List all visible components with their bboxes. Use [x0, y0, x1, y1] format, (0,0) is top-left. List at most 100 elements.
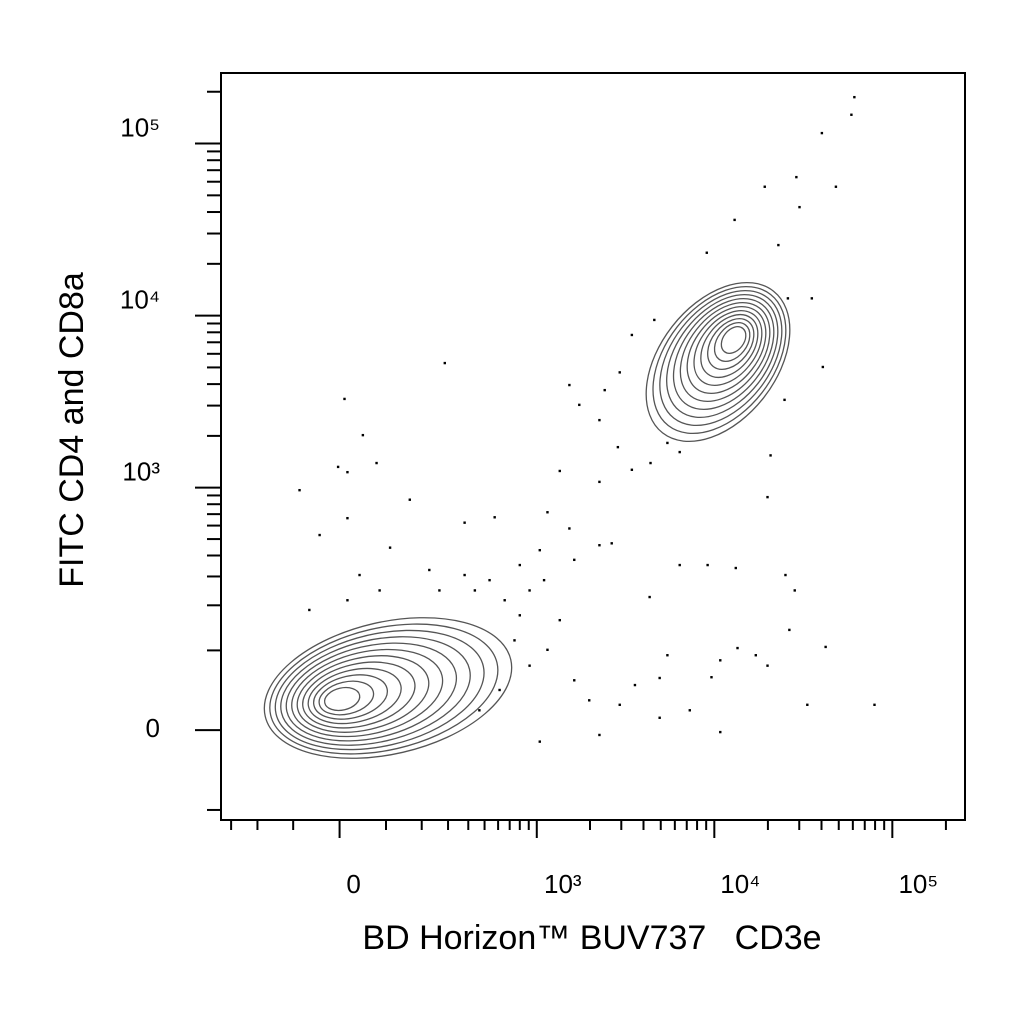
event-dot [336, 465, 340, 469]
contour [318, 680, 375, 716]
event-dot [798, 205, 801, 209]
y-tick-label: 0 [146, 713, 160, 743]
event-dot [378, 589, 381, 592]
event-dot [666, 654, 669, 657]
event-dot [503, 599, 506, 602]
event-dot [358, 573, 361, 577]
event-dot [777, 243, 780, 247]
event-dot [598, 418, 601, 422]
contour [280, 636, 471, 746]
contour [274, 629, 485, 751]
event-dot [546, 511, 549, 514]
event-dot [706, 563, 709, 567]
event-dot [658, 716, 661, 719]
event-dot [783, 398, 786, 402]
event-dot [518, 614, 521, 617]
x-tick-label: 10³ [544, 869, 582, 899]
plot-frame [220, 72, 966, 821]
event-dot [630, 468, 634, 471]
event-dot [308, 608, 311, 612]
contour [679, 301, 771, 403]
x-tick-label: 10⁵ [898, 869, 938, 899]
event-dot [343, 397, 346, 401]
y-tick-label: 10⁴ [120, 285, 160, 315]
event-dot [463, 573, 466, 577]
event-dot [438, 589, 441, 592]
y-axis-title: FITC CD4 and CD8a [53, 272, 91, 588]
event-dot [678, 563, 681, 567]
event-dot [428, 568, 431, 572]
event-dot [568, 383, 571, 387]
event-dot [493, 516, 496, 519]
event-dot [588, 699, 591, 702]
event-dot [346, 516, 349, 520]
event-dot [824, 645, 827, 649]
event-dot [573, 558, 576, 562]
contour [323, 686, 361, 712]
event-dot [769, 454, 772, 457]
contour [693, 310, 763, 386]
x-axis-title: BD Horizon™ BUV737 CD3e [362, 919, 821, 957]
event-dot [649, 461, 652, 465]
event-dot [793, 589, 796, 592]
event-dot [542, 578, 546, 582]
contour [302, 661, 416, 729]
event-dot [498, 688, 501, 692]
event-dot [733, 218, 736, 222]
event-dot [710, 676, 713, 679]
event-dot [633, 683, 637, 687]
event-dot [538, 548, 541, 552]
contour [269, 623, 499, 755]
contour [645, 281, 791, 443]
event-dot [820, 131, 824, 135]
event-dot [603, 388, 606, 392]
event-dot [630, 333, 634, 337]
event-dot [648, 595, 651, 599]
event-dot [513, 639, 516, 642]
event-dot [463, 521, 466, 524]
event-dot [658, 676, 661, 680]
contour [659, 289, 783, 427]
event-dot [558, 469, 561, 473]
contour [263, 617, 513, 759]
event-dot [788, 628, 791, 632]
event-dot [719, 659, 722, 662]
event-dot [546, 648, 549, 652]
contour [713, 322, 751, 362]
event-dot [478, 709, 481, 712]
event-dot [678, 450, 681, 454]
event-dot [734, 566, 737, 570]
event-dot [795, 175, 798, 179]
y-tick-label: 10⁵ [120, 112, 160, 142]
event-dot [598, 544, 601, 547]
event-dot [719, 730, 722, 734]
x-tick-label: 0 [346, 869, 360, 899]
event-dot [346, 599, 349, 602]
event-dot [528, 589, 531, 592]
event-dot [528, 664, 531, 667]
event-dot [666, 441, 669, 445]
event-dot [616, 445, 620, 449]
event-dot [568, 527, 571, 530]
event-dot [408, 498, 411, 501]
contour [307, 667, 402, 725]
event-dot [786, 297, 790, 300]
event-dot [766, 495, 769, 499]
event-dot [558, 618, 561, 622]
event-dot [578, 403, 581, 407]
event-dot [298, 488, 301, 492]
event-dot [754, 654, 757, 657]
event-dot [688, 709, 691, 712]
event-dot [705, 251, 708, 254]
contour [291, 648, 444, 738]
contour [720, 326, 747, 354]
event-dot [618, 703, 621, 706]
event-dot [618, 371, 621, 374]
event-dot [361, 433, 365, 437]
event-dot [784, 573, 787, 577]
event-dot [834, 185, 838, 188]
event-dot [518, 563, 521, 567]
contour [285, 642, 458, 742]
